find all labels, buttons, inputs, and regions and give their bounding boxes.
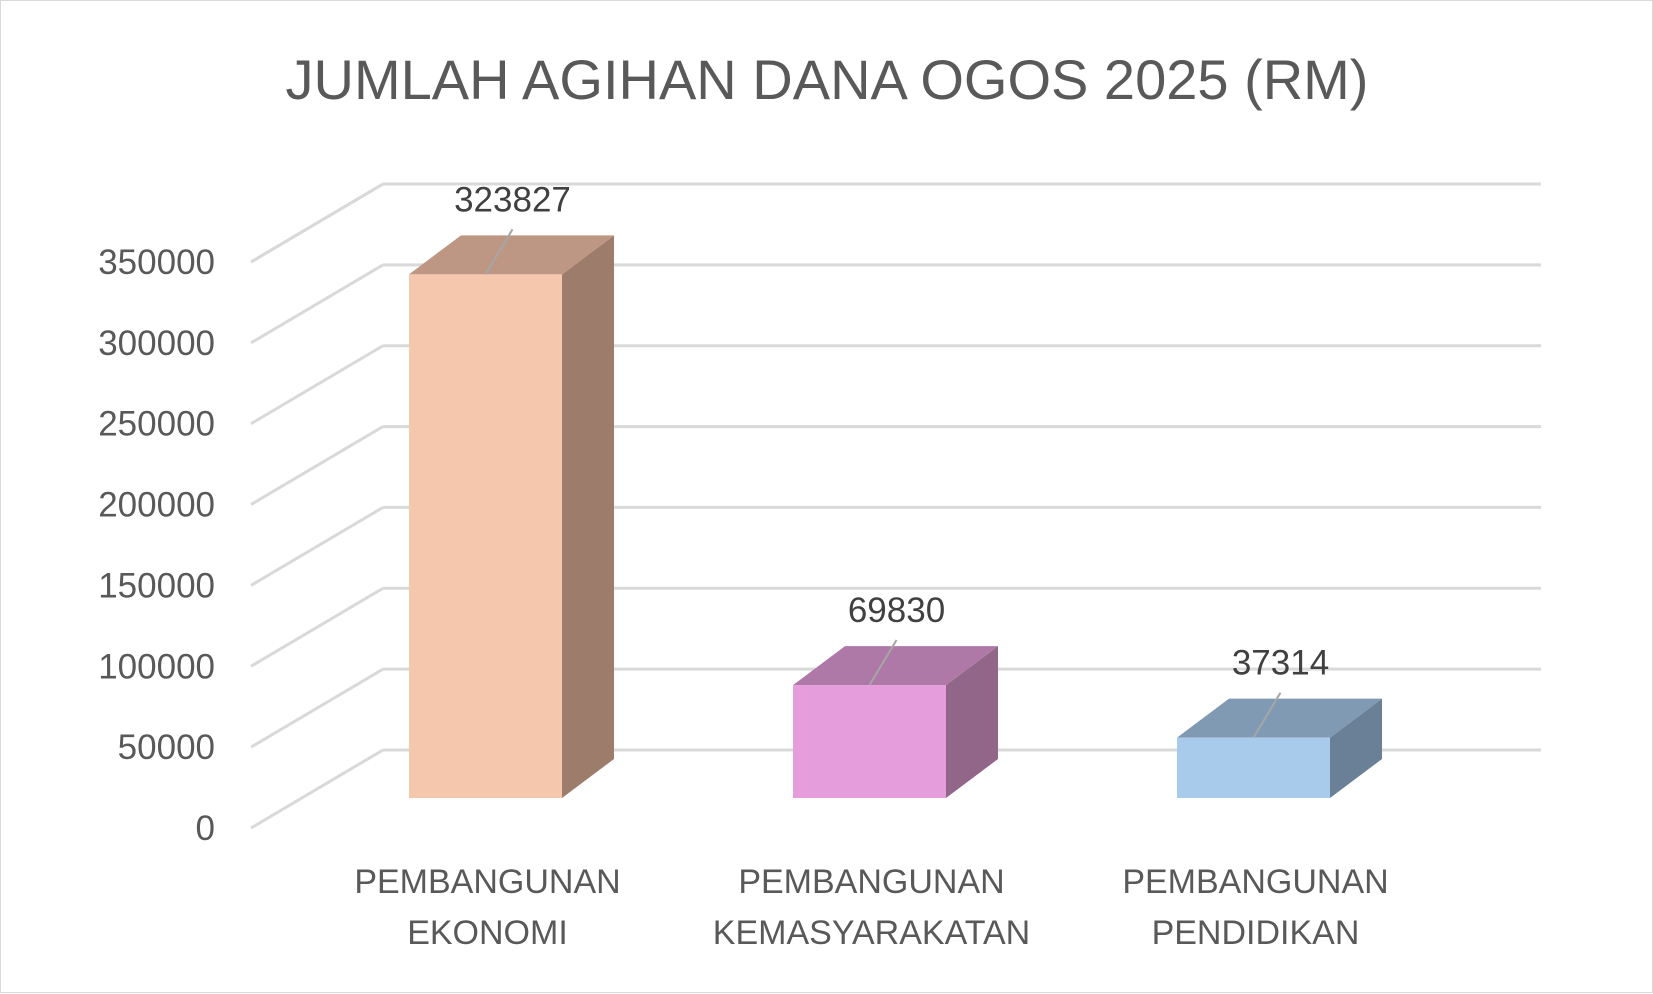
x-axis-categories: PEMBANGUNAN EKONOMI PEMBANGUNAN KEMASYARAKA… (354, 863, 1388, 952)
y-tick-label: 200000 (98, 486, 215, 525)
category-label: PEMBANGUNAN (1122, 863, 1388, 901)
bar (409, 274, 562, 799)
bar (1177, 737, 1330, 798)
data-label-leader (1252, 692, 1282, 739)
gridline-side (250, 344, 384, 426)
bar-side (1330, 698, 1382, 798)
data-label: 69830 (848, 591, 945, 630)
data-label-leader (868, 639, 898, 686)
data-label-leader (484, 228, 514, 275)
bar-side (562, 235, 614, 798)
gridline-side (250, 425, 384, 506)
gridline-side (250, 182, 384, 264)
gridline-side (250, 586, 384, 668)
gridline-side (250, 748, 384, 830)
y-tick-label: 0 (196, 809, 215, 848)
category-label: PEMBANGUNAN (354, 863, 620, 901)
y-tick-label: 50000 (118, 728, 215, 767)
category-label: PENDIDIKAN (1152, 914, 1360, 952)
gridline-side (250, 263, 384, 345)
gridline-side (250, 667, 384, 749)
gridline-side (250, 506, 384, 587)
chart-title: JUMLAH AGIHAN DANA OGOS 2025 (RM) (286, 48, 1369, 111)
bar (793, 685, 946, 798)
category-label: KEMASYARAKATAN (713, 914, 1030, 952)
bar-side (946, 646, 998, 798)
y-tick-label: 150000 (98, 566, 215, 605)
y-tick-label: 300000 (98, 324, 215, 363)
bar-top (793, 646, 998, 686)
y-axis-ticks: 0 50000 100000 150000 200000 250000 300000 3500… (98, 243, 215, 848)
y-tick-label: 250000 (98, 405, 215, 444)
category-label: EKONOMI (407, 914, 568, 952)
y-tick-label: 350000 (98, 243, 215, 282)
bars (409, 235, 1382, 799)
y-tick-label: 100000 (98, 647, 215, 686)
data-labels: 323827 69830 37314 (454, 180, 1329, 739)
category-label: PEMBANGUNAN (738, 863, 1004, 901)
data-label: 37314 (1232, 644, 1329, 683)
data-label: 323827 (454, 180, 571, 219)
bar-top (409, 235, 614, 275)
bar-top (1177, 698, 1382, 738)
